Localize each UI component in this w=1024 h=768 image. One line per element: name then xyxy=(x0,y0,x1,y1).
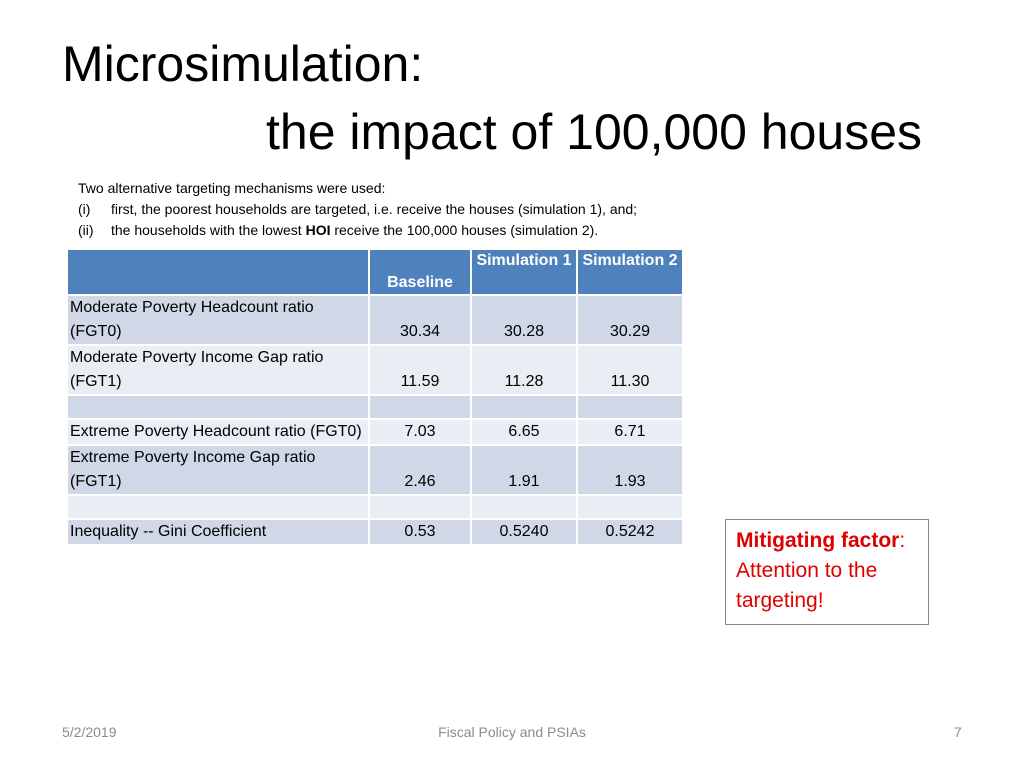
cell-simulation-2: 6.71 xyxy=(578,420,682,444)
intro-item-number: (ii) xyxy=(78,222,94,238)
header-simulation-2: Simulation 2 xyxy=(578,250,682,294)
cell-simulation-2: 1.93 xyxy=(578,446,682,494)
cell-simulation-1: 0.5240 xyxy=(472,520,576,544)
callout-label: Mitigating factor xyxy=(736,529,900,552)
slide-title-line1: Microsimulation: xyxy=(62,36,424,92)
table-header-row: Baseline Simulation 1 Simulation 2 xyxy=(68,250,682,294)
row-label: Extreme Poverty Income Gap ratio (FGT1) xyxy=(68,446,368,494)
cell-baseline: 0.53 xyxy=(370,520,470,544)
callout-colon: : xyxy=(899,529,906,552)
header-baseline: Baseline xyxy=(370,250,470,294)
footer-date: 5/2/2019 xyxy=(62,724,117,740)
intro-item: (i) first, the poorest households are ta… xyxy=(78,199,738,220)
cell-baseline xyxy=(370,396,470,418)
row-label: Inequality -- Gini Coefficient xyxy=(68,520,368,544)
cell-simulation-2: 11.30 xyxy=(578,346,682,394)
row-label xyxy=(68,396,368,418)
cell-simulation-1: 30.28 xyxy=(472,296,576,344)
callout-text: Attention to the targeting! xyxy=(736,559,878,612)
footer-page-number: 7 xyxy=(954,724,962,740)
cell-simulation-1: 1.91 xyxy=(472,446,576,494)
intro-item-text: first, the poorest households are target… xyxy=(111,201,638,217)
table-row: Moderate Poverty Income Gap ratio (FGT1)… xyxy=(68,346,682,394)
row-label: Extreme Poverty Headcount ratio (FGT0) xyxy=(68,420,368,444)
cell-simulation-2: 0.5242 xyxy=(578,520,682,544)
cell-baseline: 2.46 xyxy=(370,446,470,494)
intro-heading: Two alternative targeting mechanisms wer… xyxy=(78,180,386,196)
results-table: Baseline Simulation 1 Simulation 2 Moder… xyxy=(66,248,684,546)
cell-baseline xyxy=(370,496,470,518)
cell-baseline: 7.03 xyxy=(370,420,470,444)
intro-item-text-after: receive the 100,000 houses (simulation 2… xyxy=(330,222,599,238)
cell-simulation-1: 6.65 xyxy=(472,420,576,444)
intro-item-bold: HOI xyxy=(305,222,331,238)
mitigating-factor-callout: Mitigating factor: Attention to the targ… xyxy=(725,519,929,625)
footer-title: Fiscal Policy and PSIAs xyxy=(438,724,586,740)
intro-item-text: the households with the lowest HOI recei… xyxy=(111,220,598,241)
cell-simulation-2: 30.29 xyxy=(578,296,682,344)
header-simulation-1: Simulation 1 xyxy=(472,250,576,294)
cell-simulation-1 xyxy=(472,396,576,418)
intro-item-number: (i) xyxy=(78,201,91,217)
cell-simulation-2 xyxy=(578,496,682,518)
row-label: Moderate Poverty Headcount ratio (FGT0) xyxy=(68,296,368,344)
intro-item-text-before: the households with the lowest xyxy=(111,222,306,238)
table-row-empty xyxy=(68,396,682,418)
table-row-empty xyxy=(68,496,682,518)
table-row: Inequality -- Gini Coefficient 0.53 0.52… xyxy=(68,520,682,544)
intro-item: (ii) the households with the lowest HOI … xyxy=(78,220,738,241)
table-row: Extreme Poverty Headcount ratio (FGT0) 7… xyxy=(68,420,682,444)
cell-baseline: 30.34 xyxy=(370,296,470,344)
row-label: Moderate Poverty Income Gap ratio (FGT1) xyxy=(68,346,368,394)
header-corner xyxy=(68,250,368,294)
slide-title-line2: the impact of 100,000 houses xyxy=(266,104,923,160)
table-row: Moderate Poverty Headcount ratio (FGT0) … xyxy=(68,296,682,344)
cell-simulation-1 xyxy=(472,496,576,518)
row-label xyxy=(68,496,368,518)
cell-baseline: 11.59 xyxy=(370,346,470,394)
cell-simulation-1: 11.28 xyxy=(472,346,576,394)
cell-simulation-2 xyxy=(578,396,682,418)
intro-text: Two alternative targeting mechanisms wer… xyxy=(78,178,738,241)
table-row: Extreme Poverty Income Gap ratio (FGT1) … xyxy=(68,446,682,494)
